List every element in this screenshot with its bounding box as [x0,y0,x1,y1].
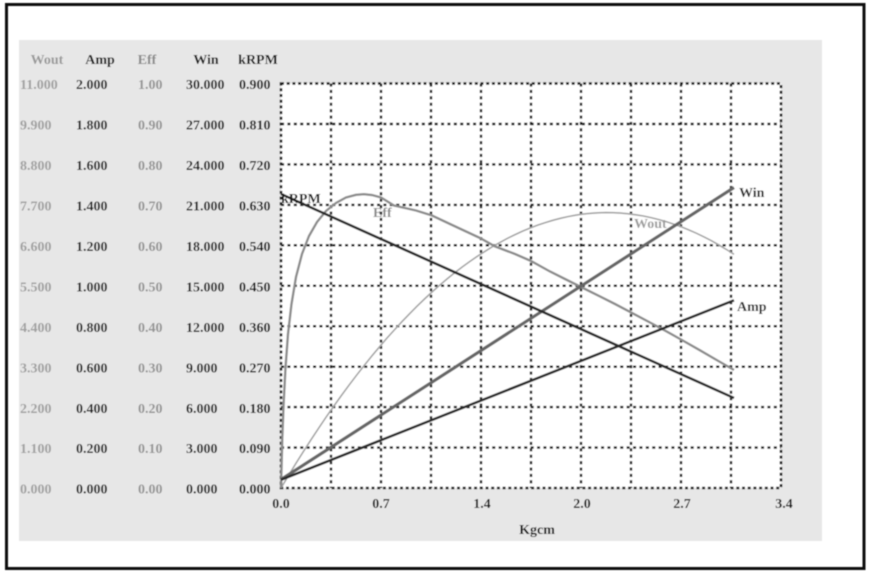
svg-text:4.400: 4.400 [20,321,52,336]
svg-text:1.200: 1.200 [76,240,108,255]
svg-text:9.900: 9.900 [20,119,52,134]
svg-text:18.000: 18.000 [186,240,225,255]
svg-text:0.810: 0.810 [239,119,271,134]
svg-text:0.000: 0.000 [76,483,108,498]
svg-text:1.4: 1.4 [473,497,491,512]
svg-text:0.270: 0.270 [239,361,271,376]
svg-text:8.800: 8.800 [20,159,52,174]
svg-text:6.000: 6.000 [186,402,218,417]
svg-text:30.000: 30.000 [186,78,225,93]
svg-text:0.450: 0.450 [239,280,271,295]
svg-text:12.000: 12.000 [186,321,225,336]
svg-text:21.000: 21.000 [186,200,225,215]
svg-text:0.30: 0.30 [138,361,163,376]
svg-text:0.360: 0.360 [239,321,271,336]
svg-text:0.090: 0.090 [239,442,271,457]
svg-text:Win: Win [739,186,765,201]
svg-text:0.80: 0.80 [138,159,163,174]
svg-text:0.00: 0.00 [138,483,163,498]
svg-text:kRPM: kRPM [238,53,278,68]
svg-text:Eff: Eff [138,53,157,68]
svg-text:1.000: 1.000 [76,280,108,295]
svg-text:Wout: Wout [634,217,667,232]
svg-text:0.0: 0.0 [272,497,290,512]
svg-text:1.600: 1.600 [76,159,108,174]
svg-text:15.000: 15.000 [186,280,225,295]
svg-text:0.7: 0.7 [372,497,390,512]
svg-text:0.20: 0.20 [138,402,163,417]
svg-text:0.400: 0.400 [76,402,108,417]
svg-text:0.630: 0.630 [239,200,271,215]
svg-text:6.600: 6.600 [20,240,52,255]
svg-text:0.000: 0.000 [186,483,218,498]
svg-text:Wout: Wout [31,53,64,68]
svg-text:1.800: 1.800 [76,119,108,134]
svg-text:24.000: 24.000 [186,159,225,174]
svg-text:Kgcm: Kgcm [519,523,555,538]
svg-text:kRPM: kRPM [281,192,321,207]
svg-text:0.180: 0.180 [239,402,271,417]
svg-text:0.000: 0.000 [239,483,271,498]
svg-text:3.000: 3.000 [186,442,218,457]
svg-text:9.000: 9.000 [186,361,218,376]
svg-text:0.540: 0.540 [239,240,271,255]
svg-text:0.40: 0.40 [138,321,163,336]
svg-text:3.4: 3.4 [775,497,793,512]
svg-text:2.0: 2.0 [573,497,591,512]
svg-text:0.70: 0.70 [138,200,163,215]
svg-text:0.10: 0.10 [138,442,163,457]
svg-text:0.200: 0.200 [76,442,108,457]
svg-text:Amp: Amp [737,300,767,315]
svg-text:Eff: Eff [373,206,392,221]
svg-text:3.300: 3.300 [20,361,52,376]
svg-text:0.720: 0.720 [239,159,271,174]
svg-text:2.7: 2.7 [673,497,691,512]
svg-text:1.00: 1.00 [138,78,163,93]
svg-text:2.200: 2.200 [20,402,52,417]
svg-text:0.60: 0.60 [138,240,163,255]
svg-text:Win: Win [193,53,219,68]
svg-text:7.700: 7.700 [20,200,52,215]
svg-text:0.000: 0.000 [20,483,52,498]
svg-text:0.90: 0.90 [138,119,163,134]
svg-text:0.50: 0.50 [138,280,163,295]
svg-text:Amp: Amp [85,53,115,68]
svg-text:0.600: 0.600 [76,361,108,376]
svg-text:11.000: 11.000 [20,78,58,93]
svg-text:0.900: 0.900 [239,78,271,93]
svg-text:5.500: 5.500 [20,280,52,295]
svg-text:1.400: 1.400 [76,200,108,215]
svg-text:27.000: 27.000 [186,119,225,134]
svg-text:2.000: 2.000 [76,78,108,93]
svg-text:0.800: 0.800 [76,321,108,336]
svg-text:1.100: 1.100 [20,442,52,457]
